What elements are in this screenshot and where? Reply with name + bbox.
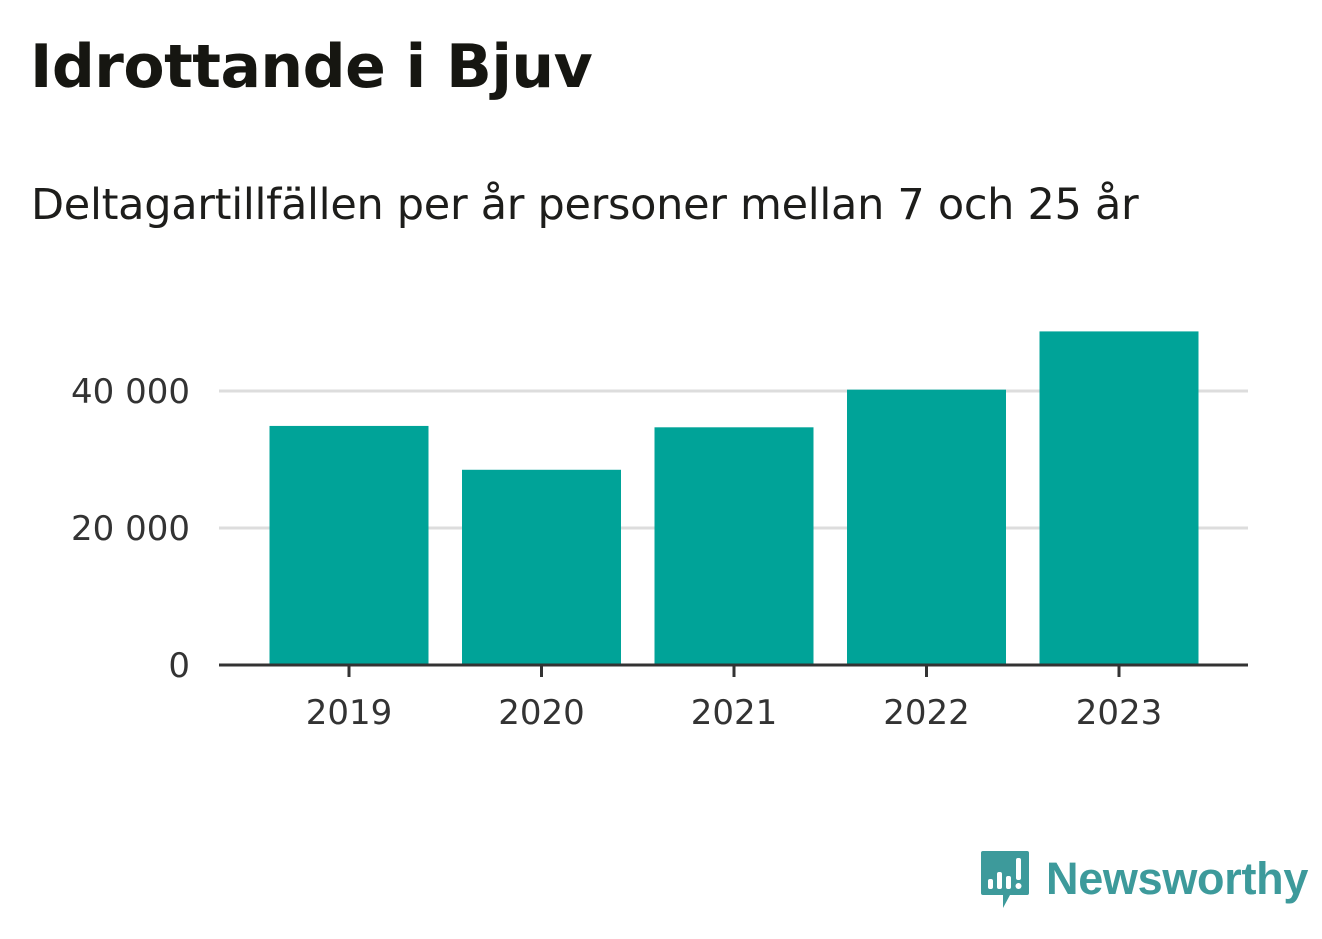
chart-title: Idrottande i Bjuv [30,32,593,102]
x-axis-labels: 2019 2020 2021 2022 2023 [306,693,1163,733]
y-tick-label: 40 000 [71,372,190,412]
bar-2023 [1039,331,1199,665]
y-axis-labels: 0 20 000 40 000 [71,372,190,686]
bar-2019 [269,425,429,665]
brand-logo: Newsworthy [980,848,1308,910]
y-tick-label: 20 000 [71,509,190,549]
x-tick-label: 2022 [883,693,970,733]
bar-2021 [654,427,814,665]
x-tick-label: 2020 [498,693,585,733]
y-tick-label: 0 [168,646,190,686]
bars [269,331,1199,665]
bar-2020 [462,469,621,665]
x-tick-label: 2023 [1076,693,1163,733]
bar-2022 [847,389,1006,665]
newsworthy-logo-icon [981,851,1029,908]
x-tick-label: 2019 [306,693,393,733]
x-axis-ticks [347,665,1121,677]
chart-subtitle: Deltagartillfällen per år personer mella… [31,180,1139,230]
x-tick-label: 2021 [691,693,778,733]
brand-name: Newsworthy [1046,853,1309,904]
bar-chart: 0 20 000 40 000 2019 2020 2021 2022 2023 [71,331,1248,733]
